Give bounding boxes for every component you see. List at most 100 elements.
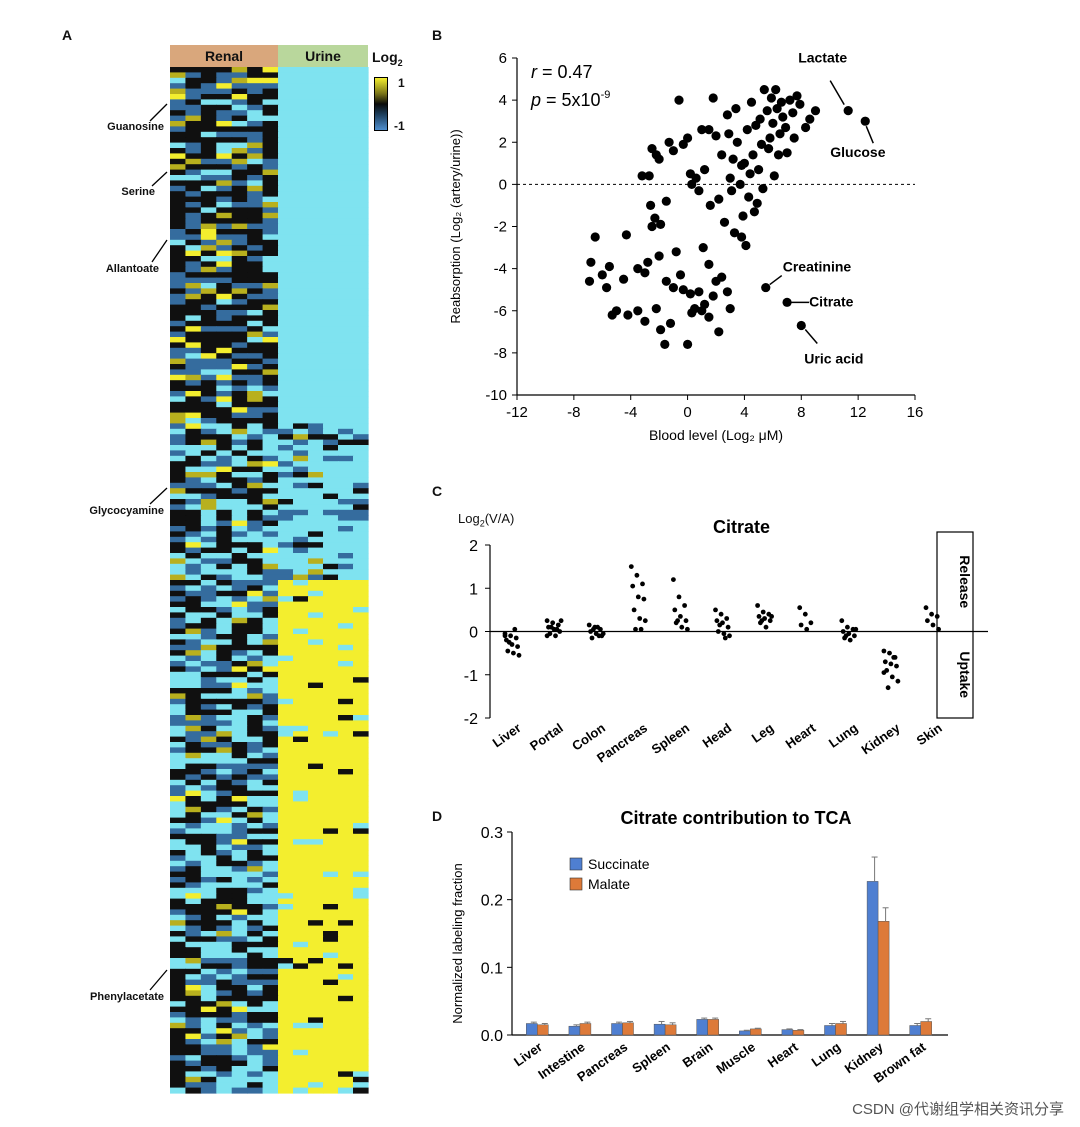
x-tick-label: 16 — [907, 404, 924, 421]
bar — [835, 1023, 847, 1036]
strip-category-label: Liver — [490, 720, 524, 750]
heatmap-cell — [185, 1082, 202, 1089]
scatter-point — [752, 198, 762, 208]
heatmap-cell — [338, 272, 354, 279]
heatmap-cell — [323, 482, 339, 489]
heatmap-cell — [308, 229, 324, 235]
scatter-point — [708, 93, 718, 103]
heatmap-cell — [200, 817, 217, 824]
heatmap-cell — [323, 569, 339, 576]
heatmap-cell — [247, 1017, 264, 1024]
strip-point — [718, 611, 724, 617]
heatmap-cell — [278, 337, 294, 343]
heatmap-cell — [185, 731, 202, 738]
heatmap-cell — [323, 1060, 339, 1067]
heatmap-cell — [308, 158, 324, 165]
row-label-serine: Serine — [121, 186, 155, 198]
heatmap-cell — [262, 412, 279, 419]
heatmap-cell — [170, 315, 187, 322]
heatmap-cell — [185, 839, 202, 846]
heatmap-cell — [247, 245, 264, 252]
heatmap-cell — [293, 148, 309, 154]
heatmap-cell — [278, 968, 294, 975]
heatmap-cell — [278, 747, 294, 754]
heatmap-cell — [353, 164, 369, 171]
heatmap-cell — [170, 374, 187, 381]
heatmap-cell — [216, 164, 233, 171]
scatter-point — [711, 131, 721, 141]
heatmap-cell — [247, 563, 264, 570]
heatmap-cell — [353, 720, 369, 727]
heatmap-cell — [216, 369, 233, 376]
heatmap-cell — [200, 1039, 217, 1045]
scatter-point — [737, 160, 747, 170]
heatmap-cell — [231, 202, 248, 208]
heatmap-cell — [200, 542, 217, 549]
heatmap-cell — [185, 137, 202, 144]
heatmap-cell — [216, 785, 233, 792]
heatmap-cell — [170, 974, 187, 981]
heatmap-cell — [323, 763, 339, 770]
heatmap-cell — [353, 347, 369, 354]
heatmap-cell — [216, 882, 233, 889]
heatmap-cell — [170, 153, 187, 160]
heatmap-cell — [262, 990, 279, 997]
heatmap-cell — [278, 509, 294, 516]
heatmap-cell — [338, 499, 354, 505]
heatmap-cell — [231, 266, 248, 273]
heatmap-cell — [293, 342, 309, 349]
heatmap-cell — [262, 202, 279, 208]
heatmap-cell — [200, 882, 217, 889]
heatmap-cell — [200, 639, 217, 646]
heatmap-cell — [323, 229, 339, 235]
scatter-point — [602, 283, 612, 293]
heatmap-cell — [247, 779, 264, 786]
heatmap-cell — [170, 1087, 187, 1094]
heatmap-cell — [278, 1033, 294, 1040]
heatmap-cell — [278, 833, 294, 840]
strip-point — [888, 661, 894, 667]
heatmap-cell — [338, 580, 354, 586]
heatmap-cell — [293, 423, 309, 430]
heatmap-cell — [323, 331, 339, 338]
heatmap-cell — [278, 715, 294, 721]
heatmap-cell — [308, 612, 324, 619]
heatmap-cell — [338, 148, 354, 154]
heatmap-cell — [338, 920, 354, 927]
heatmap-cell — [185, 715, 202, 721]
heatmap-cell — [170, 283, 187, 289]
heatmap-cell — [200, 380, 217, 387]
heatmap-cell — [323, 439, 339, 446]
strip-category-label: Leg — [749, 720, 777, 746]
heatmap-cell — [293, 569, 309, 576]
heatmap-cell — [231, 142, 248, 149]
heatmap-cell — [170, 920, 187, 927]
heatmap-cell — [338, 445, 354, 451]
heatmap-cell — [200, 941, 217, 948]
heatmap-cell — [170, 758, 187, 765]
heatmap-cell — [247, 504, 264, 511]
heatmap-cell — [170, 347, 187, 354]
heatmap-cell — [293, 212, 309, 219]
heatmap-cell — [323, 358, 339, 365]
heatmap-cell — [353, 277, 369, 284]
heatmap-cell — [353, 563, 369, 570]
heatmap-cell — [247, 623, 264, 630]
heatmap-cell — [353, 898, 369, 905]
heatmap-cell — [200, 401, 217, 408]
heatmap-cell — [231, 115, 248, 122]
heatmap-cell — [216, 747, 233, 754]
heatmap-cell — [278, 153, 294, 160]
heatmap-cell — [353, 374, 369, 381]
heatmap-cell — [185, 288, 202, 295]
heatmap-cell — [170, 682, 187, 689]
heatmap-cell — [170, 725, 187, 732]
heatmap-cell — [200, 461, 217, 468]
heatmap-cell — [200, 769, 217, 775]
heatmap-cell — [216, 283, 233, 289]
heatmap-cell — [216, 823, 233, 829]
heatmap-cell — [323, 1039, 339, 1045]
heatmap-cell — [338, 963, 354, 970]
heatmap-cell — [308, 353, 324, 360]
heatmap-cell — [247, 1022, 264, 1029]
